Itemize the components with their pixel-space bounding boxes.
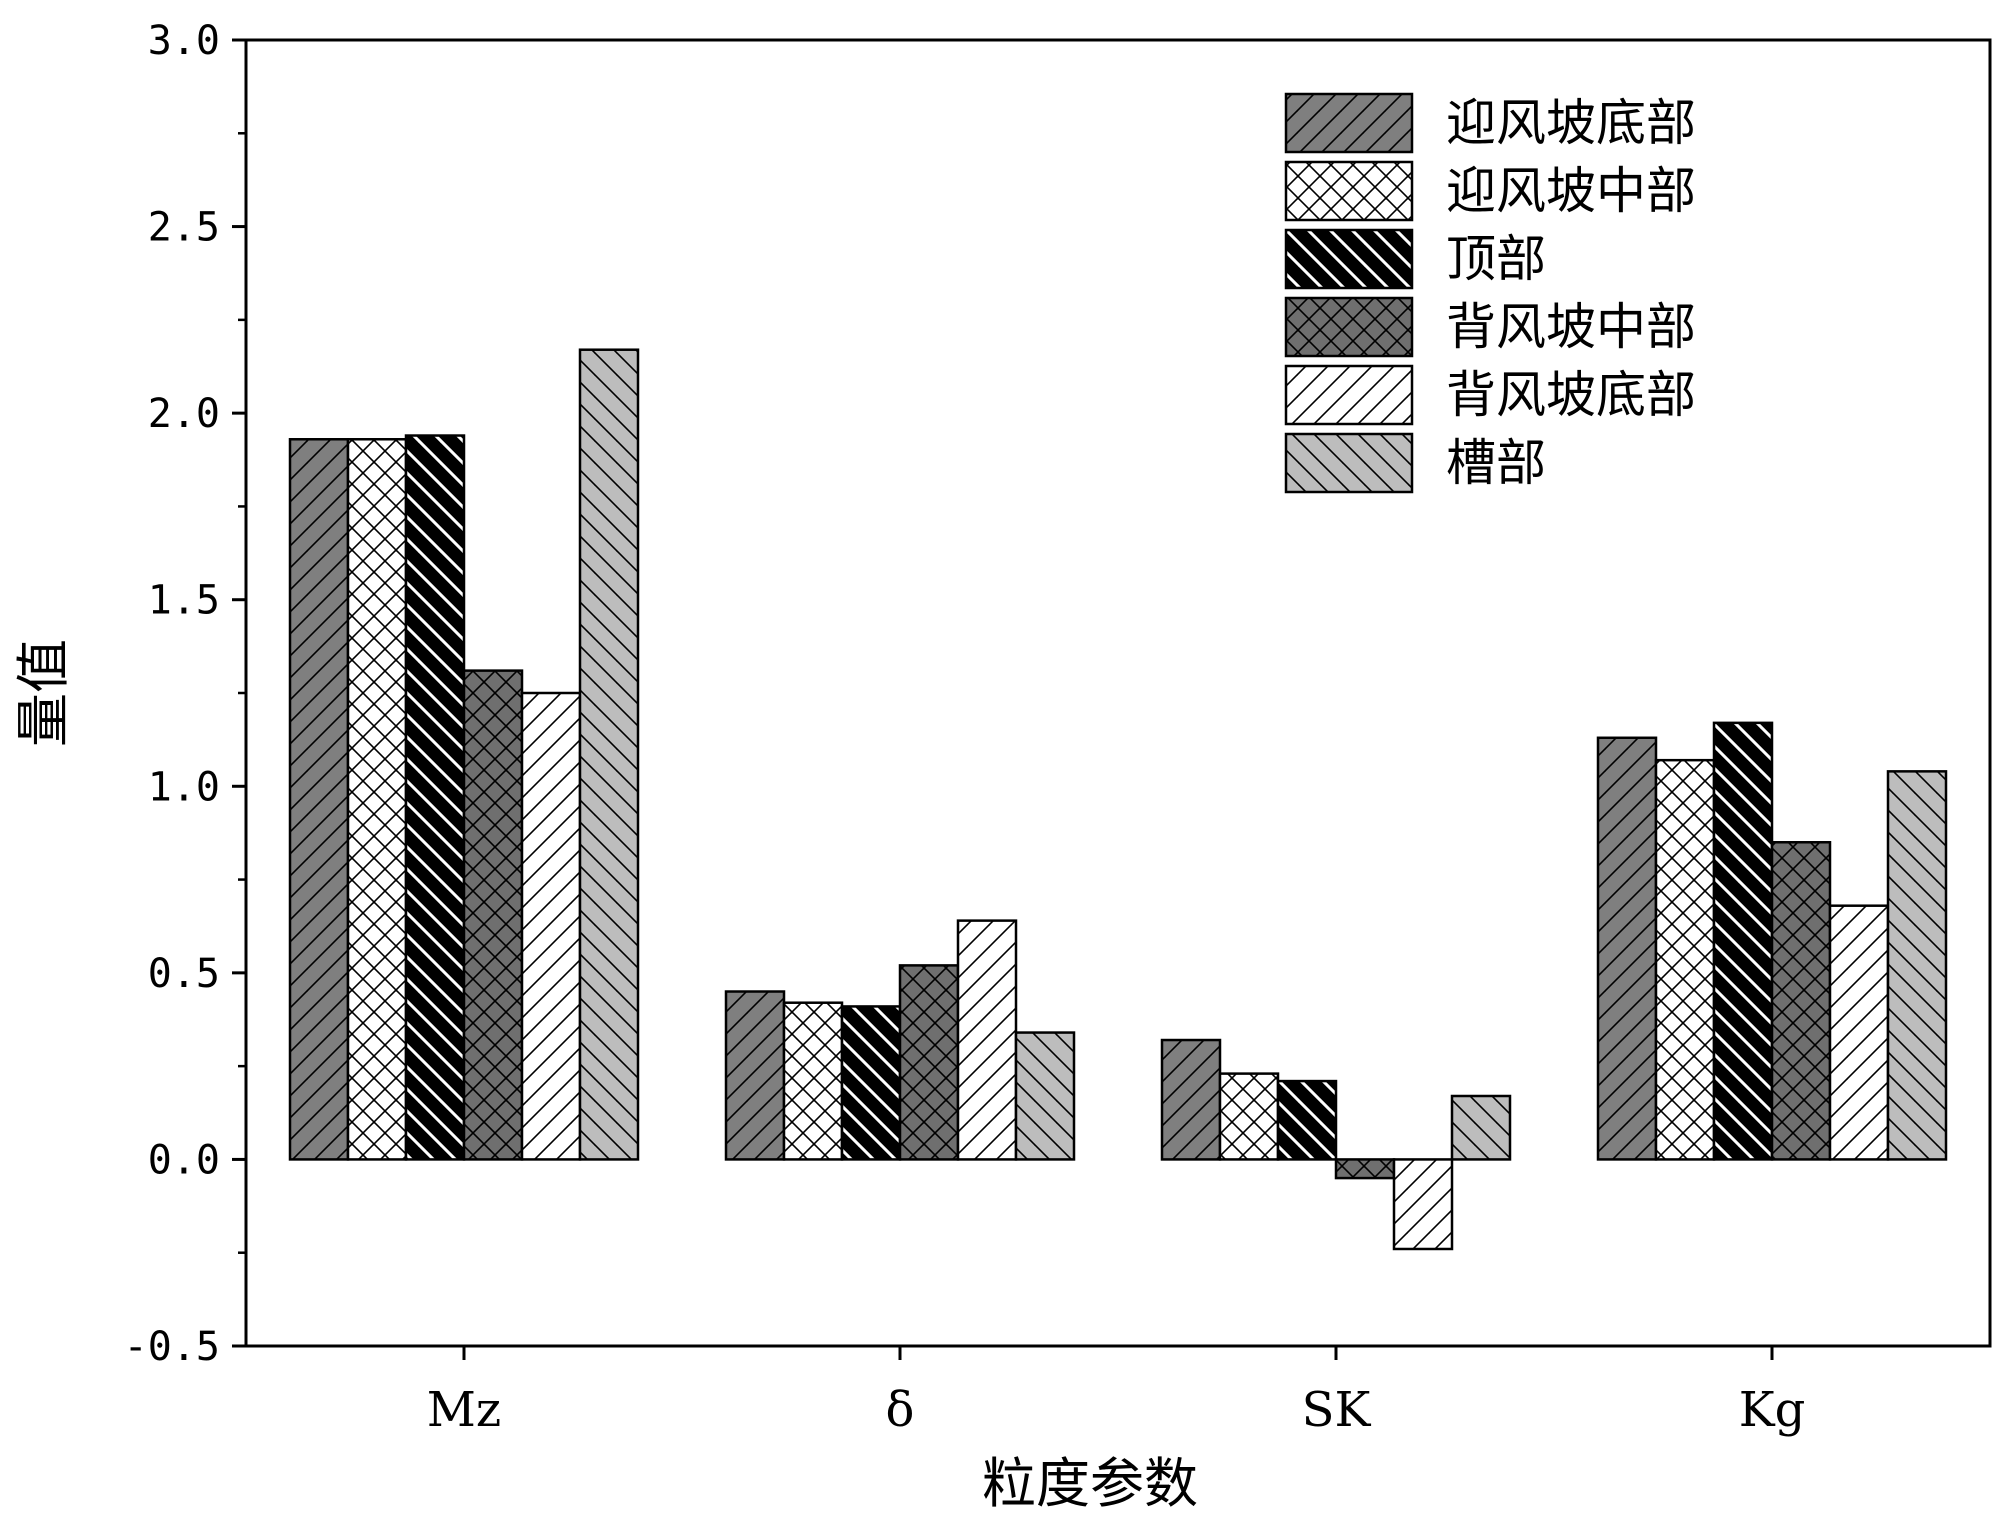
y-tick-label-4: 1.0 [148,764,220,810]
bar-2-4 [1392,1158,1454,1251]
bar-2-0 [1160,1038,1222,1161]
y-tick-label-6: 0.0 [148,1137,220,1183]
bar-0-1 [346,438,408,1161]
bar-3-2 [1712,721,1774,1161]
bar-2-5 [1450,1094,1512,1161]
bar-3-5 [1886,770,1948,1161]
legend-swatch-4 [1284,364,1414,426]
legend-swatch-2 [1284,228,1414,290]
bar-2-1 [1218,1072,1280,1161]
legend-swatch-5 [1284,432,1414,494]
y-tick-label-3: 1.5 [148,578,220,624]
legend-label-5: 槽部 [1446,434,1546,492]
y-axis: 3.0 2.5 2.0 1.5 1.0 0.5 0.0 -0.5 [124,18,246,1370]
legend-label-2: 顶部 [1446,230,1546,288]
y-tick-label-5: 0.5 [148,951,220,997]
y-tick-label-0: 3.0 [148,18,220,64]
bar-1-3 [898,964,960,1161]
legend-swatch-3 [1284,296,1414,358]
legend-label-4: 背风坡底部 [1446,366,1696,424]
y-tick-label-2: 2.0 [148,391,220,437]
bar-3-1 [1654,758,1716,1161]
legend-swatch-0 [1284,92,1414,154]
category-label-1: δ [886,1382,915,1438]
legend-label-1: 迎风坡中部 [1446,162,1696,220]
bar-1-1 [782,1001,844,1161]
category-label-0: Mz [427,1382,501,1438]
legend-label-3: 背风坡中部 [1446,298,1696,356]
y-tick-label-7: -0.5 [124,1324,220,1370]
bar-1-4 [956,919,1018,1161]
bar-0-4 [520,691,582,1161]
bar-3-4 [1828,904,1890,1161]
bar-3-0 [1596,736,1658,1161]
legend-swatch-1 [1284,160,1414,222]
bar-0-2 [404,434,466,1161]
bar-1-2 [840,1005,902,1161]
bar-1-5 [1014,1031,1076,1161]
bars-layer [288,348,1948,1251]
category-label-2: SK [1302,1382,1372,1438]
bar-1-0 [724,990,786,1161]
x-axis: Mz δ SK Kg [427,1346,1806,1438]
legend-label-0: 迎风坡底部 [1446,94,1696,152]
x-axis-title: 粒度参数 [982,1452,1198,1515]
category-label-3: Kg [1739,1382,1806,1438]
bar-3-3 [1770,841,1832,1161]
bar-0-3 [462,669,524,1161]
bar-2-2 [1276,1079,1338,1161]
y-axis-title: 量值 [12,639,75,747]
bar-0-0 [288,438,350,1161]
y-tick-label-1: 2.5 [148,205,220,251]
bar-2-3 [1334,1158,1396,1180]
bar-0-5 [578,348,640,1161]
